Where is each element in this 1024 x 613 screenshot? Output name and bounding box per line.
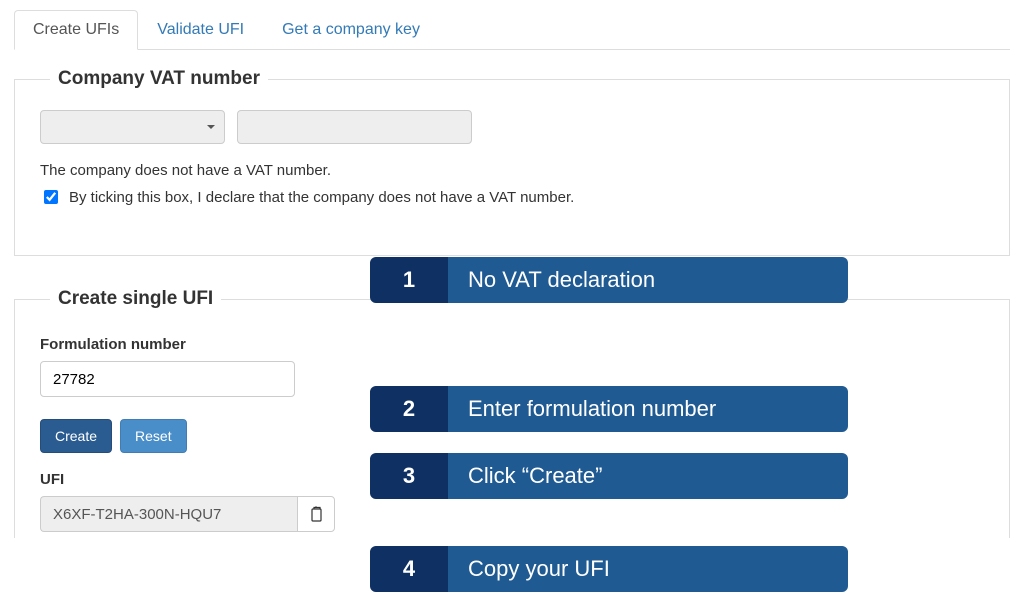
copy-ufi-button[interactable] (297, 496, 335, 532)
callout-2-text: Enter formulation number (448, 386, 848, 432)
tab-bar: Create UFIs Validate UFI Get a company k… (14, 10, 1010, 50)
no-vat-checkbox[interactable] (44, 190, 58, 204)
ufi-output[interactable] (40, 496, 297, 532)
callout-2-num: 2 (370, 386, 448, 432)
vat-country-select[interactable] (40, 110, 225, 144)
tab-company-key[interactable]: Get a company key (263, 10, 439, 50)
formulation-label: Formulation number (40, 336, 984, 353)
callout-1-text: No VAT declaration (448, 257, 848, 303)
callout-4-text: Copy your UFI (448, 546, 848, 592)
create-ufi-title: Create single UFI (50, 288, 221, 310)
no-vat-text: The company does not have a VAT number. (40, 162, 984, 179)
create-button[interactable]: Create (40, 419, 112, 453)
callout-2: 2 Enter formulation number (370, 386, 848, 432)
callout-1: 1 No VAT declaration (370, 257, 848, 303)
clipboard-icon (309, 506, 323, 522)
callout-1-num: 1 (370, 257, 448, 303)
callout-3-num: 3 (370, 453, 448, 499)
tab-validate-ufi[interactable]: Validate UFI (138, 10, 263, 50)
vat-section: Company VAT number The company does not … (14, 68, 1010, 256)
vat-number-input[interactable] (237, 110, 472, 144)
reset-button[interactable]: Reset (120, 419, 187, 453)
no-vat-checkbox-label: By ticking this box, I declare that the … (69, 189, 574, 206)
vat-section-title: Company VAT number (50, 68, 268, 90)
formulation-input[interactable] (40, 361, 295, 397)
callout-4: 4 Copy your UFI (370, 546, 848, 592)
callout-3-text: Click “Create” (448, 453, 848, 499)
callout-3: 3 Click “Create” (370, 453, 848, 499)
tab-create-ufis[interactable]: Create UFIs (14, 10, 138, 50)
callout-4-num: 4 (370, 546, 448, 592)
